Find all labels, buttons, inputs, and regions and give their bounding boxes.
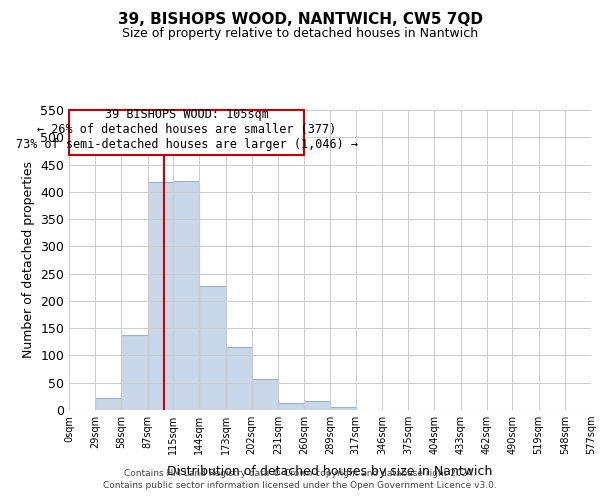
- Bar: [121, 336, 148, 410]
- Bar: [252, 379, 278, 410]
- Bar: [331, 406, 356, 410]
- X-axis label: Distribution of detached houses by size in Nantwich: Distribution of detached houses by size …: [167, 466, 493, 478]
- Bar: [278, 403, 304, 410]
- Text: Contains HM Land Registry data © Crown copyright and database right 2024.: Contains HM Land Registry data © Crown c…: [124, 468, 476, 477]
- Bar: [173, 181, 199, 410]
- Bar: [226, 348, 252, 410]
- Bar: [199, 286, 226, 410]
- Bar: [304, 402, 331, 410]
- Y-axis label: Number of detached properties: Number of detached properties: [22, 162, 35, 358]
- Bar: [148, 182, 173, 410]
- Text: Contains public sector information licensed under the Open Government Licence v3: Contains public sector information licen…: [103, 481, 497, 490]
- FancyBboxPatch shape: [69, 110, 304, 156]
- Text: 39 BISHOPS WOOD: 105sqm
← 26% of detached houses are smaller (377)
73% of semi-d: 39 BISHOPS WOOD: 105sqm ← 26% of detache…: [16, 108, 358, 152]
- Bar: [95, 398, 121, 410]
- Text: 39, BISHOPS WOOD, NANTWICH, CW5 7QD: 39, BISHOPS WOOD, NANTWICH, CW5 7QD: [118, 12, 482, 28]
- Text: Size of property relative to detached houses in Nantwich: Size of property relative to detached ho…: [122, 28, 478, 40]
